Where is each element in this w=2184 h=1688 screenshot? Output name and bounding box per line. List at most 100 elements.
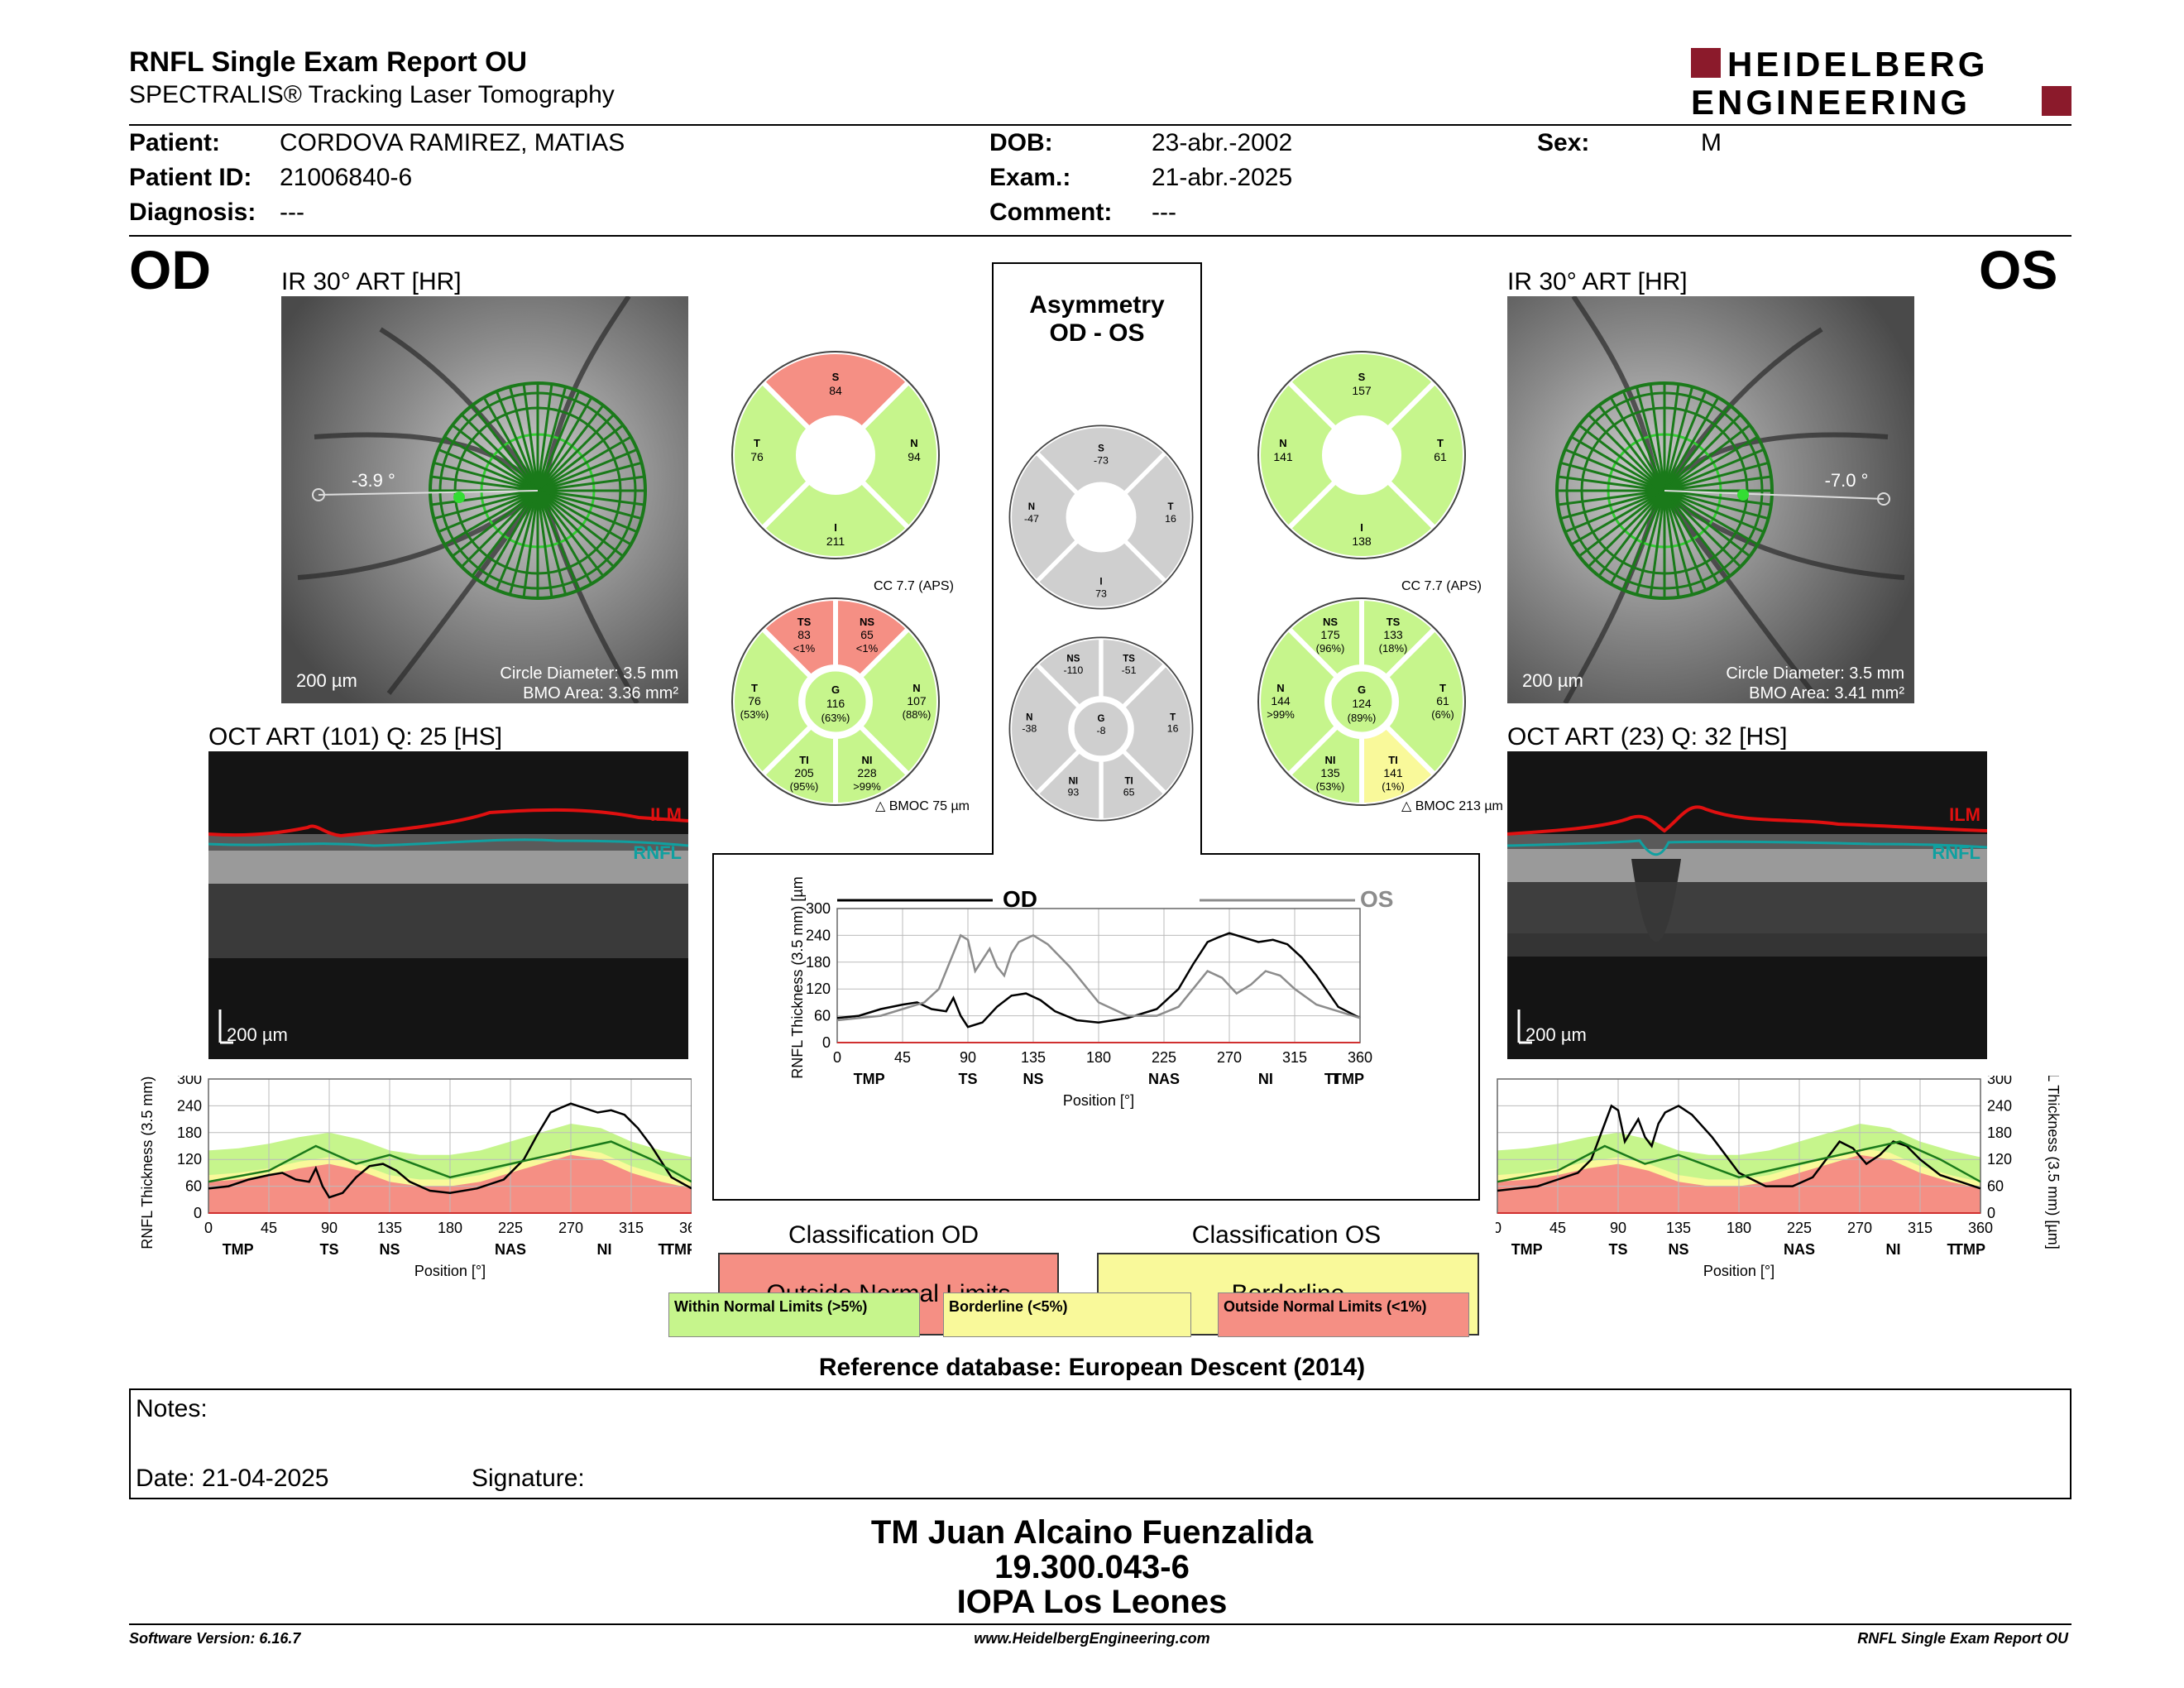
sector-percentile-N: (88%) — [903, 708, 932, 721]
sector-label-NS: NS — [860, 616, 874, 628]
y-tick-label: 180 — [806, 954, 831, 971]
x-axis-label: Position [°] — [1703, 1263, 1774, 1279]
sector-label-TS: TS — [1123, 655, 1135, 664]
od-sector-diagram: TS83<1%NS65<1%N107(88%)NI228>99%TI205(95… — [730, 595, 941, 808]
sector-label-G: G — [831, 683, 840, 696]
sector-label-TI: TI — [1388, 754, 1398, 766]
sector-label-NI: NI — [862, 754, 873, 766]
os-bmoc-text: BMOC 213 µm — [1415, 799, 1503, 813]
y-axis-label: RNFL Thickness (3.5 mm) [µm] — [789, 877, 806, 1079]
series-line-OS — [836, 933, 1361, 1022]
od-oct-bscan: ILM RNFL 200 µm — [208, 751, 688, 1059]
x-tick-label: 90 — [960, 1049, 976, 1066]
position-sector-label: TS — [1608, 1241, 1627, 1258]
x-tick-label: 270 — [1847, 1220, 1872, 1236]
y-axis-label: RNFL Thickness (3.5 mm) [µm] — [139, 1076, 156, 1249]
series-line-0 — [1497, 1104, 1981, 1192]
os-bmoc: △ BMOC 213 µm — [1401, 799, 1503, 813]
y-tick-label: 60 — [1987, 1178, 2004, 1195]
report-subtitle: SPECTRALIS® Tracking Laser Tomography — [129, 81, 615, 108]
sector-label-NI: NI — [1325, 754, 1336, 766]
position-sector-label: NAS — [1148, 1071, 1180, 1087]
x-tick-label: 360 — [1348, 1049, 1372, 1066]
od-fundus-image: -3.9 ° 200 µm Circle Diameter: 3.5 mm BM… — [281, 296, 688, 703]
legend-os: OS — [1360, 886, 1393, 912]
position-sector-label: NI — [1886, 1241, 1901, 1258]
logo-line1: HEIDELBERG — [1727, 46, 1988, 84]
od-angle: -3.9 ° — [352, 470, 395, 491]
x-tick-label: 315 — [1282, 1049, 1307, 1066]
sector-value-N: 107 — [907, 694, 927, 707]
position-sector-label: NS — [379, 1241, 400, 1258]
x-tick-label: 180 — [1727, 1220, 1751, 1236]
sector-label-N: N — [1028, 502, 1035, 512]
sector-percentile-NI: >99% — [853, 780, 881, 793]
legend-normal: Within Normal Limits (>5%) — [668, 1292, 920, 1337]
sector-G — [1327, 667, 1396, 736]
sector-label-N: N — [1276, 682, 1284, 694]
website-link[interactable]: www.HeidelbergEngineering.com — [974, 1630, 1210, 1647]
diagnosis-label: Diagnosis: — [129, 199, 256, 226]
logo-line2: ENGINEERING — [1691, 83, 1971, 117]
y-tick-label: 240 — [806, 927, 831, 943]
position-sector-label: NAS — [495, 1241, 526, 1258]
sector-value-TS: 133 — [1383, 628, 1403, 641]
x-tick-label: 0 — [833, 1049, 841, 1066]
sector-value-S: -73 — [1094, 454, 1109, 466]
sector-value-NS: 175 — [1320, 628, 1340, 641]
position-sector-label: TMP — [665, 1241, 692, 1258]
sector-value-T: 61 — [1436, 694, 1449, 707]
sector-percentile-G: (89%) — [1348, 712, 1377, 724]
od-eye-label: OD — [129, 239, 211, 300]
sector-label-I: I — [1360, 521, 1363, 534]
sector-label-I: I — [1099, 577, 1102, 587]
exam-date: 21-abr.-2025 — [1152, 164, 1293, 191]
sector-label-NS: NS — [1323, 616, 1338, 628]
report-title: RNFL Single Exam Report OU — [129, 46, 528, 78]
od-thickness-chart: 0 60 120 180 240 300 0 45 90 135 180 225 270 315 360 TM… — [129, 1043, 704, 1316]
patient-id: 21006840-6 — [280, 164, 413, 191]
sector-label-G: G — [1098, 714, 1105, 724]
sector-label-TI: TI — [1124, 776, 1133, 786]
sector-value-NS: -110 — [1063, 664, 1083, 676]
position-sector-label: TMP — [1511, 1241, 1543, 1258]
sector-percentile-G: (63%) — [821, 712, 850, 724]
sector-label-TS: TS — [797, 616, 812, 628]
y-tick-label: 0 — [822, 1034, 831, 1051]
od-bmoc-text: BMOC 75 µm — [888, 799, 970, 813]
sector-value-I: 73 — [1095, 587, 1107, 599]
x-tick-label: 90 — [1610, 1220, 1626, 1236]
sector-percentile-TS: <1% — [793, 642, 816, 655]
x-tick-label: 0 — [1496, 1220, 1502, 1236]
sector-label-N: N — [1279, 437, 1286, 449]
sector-value-G: 124 — [1352, 697, 1372, 710]
x-tick-label: 180 — [1086, 1049, 1111, 1066]
normative-mean-line — [1497, 1140, 1981, 1183]
y-tick-label: 300 — [177, 1076, 202, 1087]
x-tick-label: 180 — [438, 1220, 462, 1236]
sector-value-T: 16 — [1167, 723, 1179, 735]
sector-percentile-TI: (1%) — [1382, 780, 1404, 793]
os-ilm-label: ILM — [1949, 804, 1980, 825]
operator-id: 19.300.043-6 — [994, 1549, 1190, 1585]
sector-value-T: 76 — [750, 450, 764, 463]
position-sector-label: NS — [1668, 1241, 1688, 1258]
sector-label-N: N — [910, 437, 917, 449]
sector-percentile-NS: <1% — [856, 642, 879, 655]
asymmetry-quadrant-diagram: S-73 T16 I73 N-47 — [1007, 423, 1195, 611]
sector-value-I: 211 — [826, 535, 845, 548]
sector-percentile-NS: (96%) — [1316, 642, 1345, 655]
sector-value-G: 116 — [826, 697, 845, 710]
od-oct-caption: OCT ART (101) Q: 25 [HS] — [208, 723, 503, 750]
y-tick-label: 120 — [806, 981, 831, 997]
y-tick-label: 300 — [806, 900, 831, 917]
classification-od-title: Classification OD — [788, 1221, 979, 1249]
position-sector-label: TS — [319, 1241, 338, 1258]
od-ir-caption: IR 30° ART [HR] — [281, 268, 462, 295]
asymmetry-title-line2: OD - OS — [1049, 319, 1145, 347]
position-sector-label: TMP — [223, 1241, 254, 1258]
x-tick-label: 90 — [321, 1220, 338, 1236]
sector-percentile-N: >99% — [1267, 708, 1295, 721]
legend-od: OD — [1003, 886, 1037, 912]
